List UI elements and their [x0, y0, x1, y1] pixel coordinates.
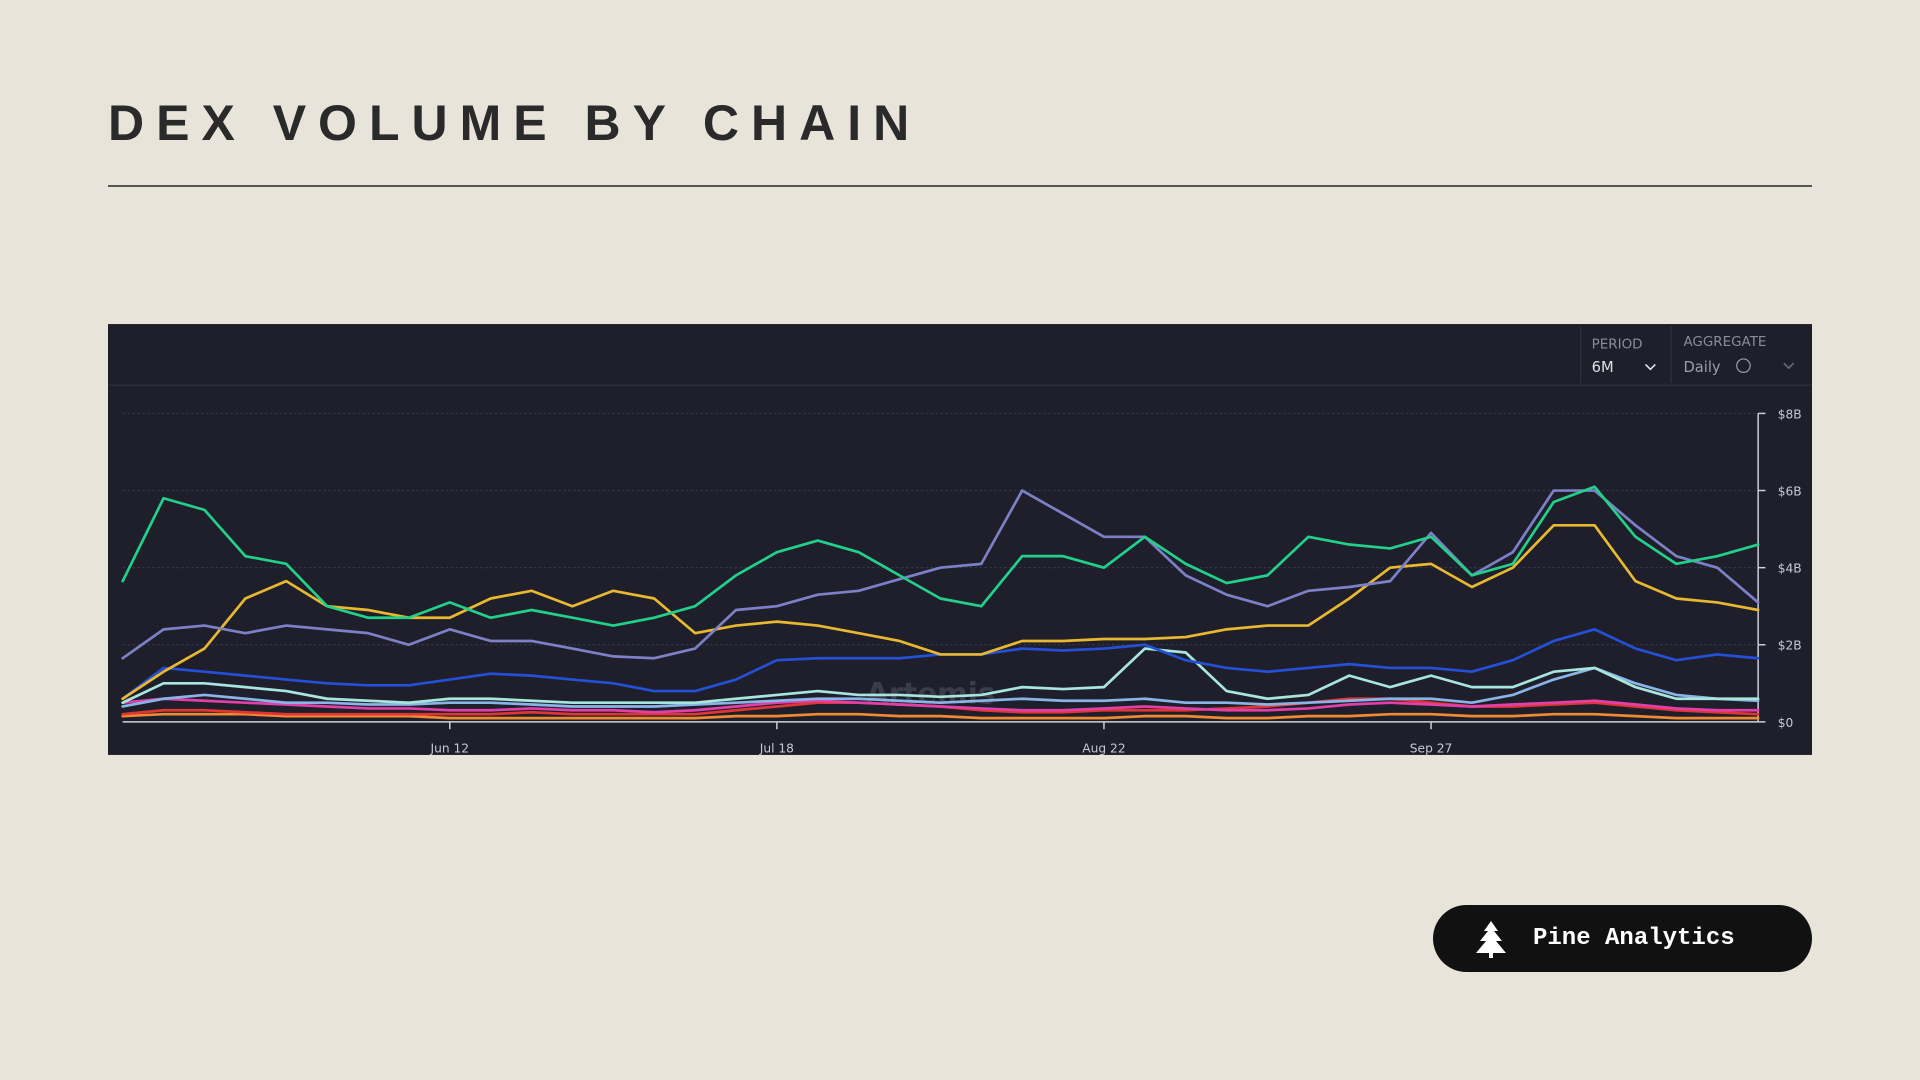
y-tick-label: $8B — [1778, 407, 1802, 421]
aggregate-label: AGGREGATE — [1683, 335, 1766, 350]
brand-badge: Pine Analytics — [1433, 905, 1812, 972]
series-line — [121, 666, 1760, 708]
series-line — [121, 523, 1760, 701]
y-tick-label: $2B — [1778, 639, 1802, 653]
dropdown-icon[interactable] — [1644, 363, 1656, 371]
series-line — [121, 489, 1760, 660]
x-tick-label: Jul 18 — [759, 742, 794, 756]
brand-name: Pine Analytics — [1533, 925, 1735, 952]
aggregate-value[interactable]: Daily — [1683, 359, 1720, 376]
period-value[interactable]: 6M — [1592, 359, 1614, 376]
title: DEX VOLUME BY CHAIN — [108, 95, 922, 151]
series-line — [121, 712, 1760, 720]
x-tick-label: Aug 22 — [1082, 742, 1125, 756]
info-icon[interactable] — [1736, 358, 1751, 374]
brand-icon — [1476, 920, 1506, 958]
dropdown-icon[interactable] — [1783, 362, 1795, 370]
y-tick-label: $4B — [1778, 562, 1802, 576]
y-tick-label: $0 — [1778, 716, 1794, 730]
series-line — [121, 647, 1760, 705]
y-tick-label: $6B — [1778, 484, 1802, 498]
series-line — [121, 485, 1760, 627]
chart: PERIOD 6M AGGREGATE Daily Artemis $0$2B$… — [108, 324, 1812, 755]
series-line — [121, 697, 1760, 714]
x-tick-label: Sep 27 — [1410, 742, 1453, 756]
divider — [108, 185, 1812, 187]
x-tick-label: Jun 12 — [429, 742, 469, 756]
period-label: PERIOD — [1592, 338, 1643, 353]
